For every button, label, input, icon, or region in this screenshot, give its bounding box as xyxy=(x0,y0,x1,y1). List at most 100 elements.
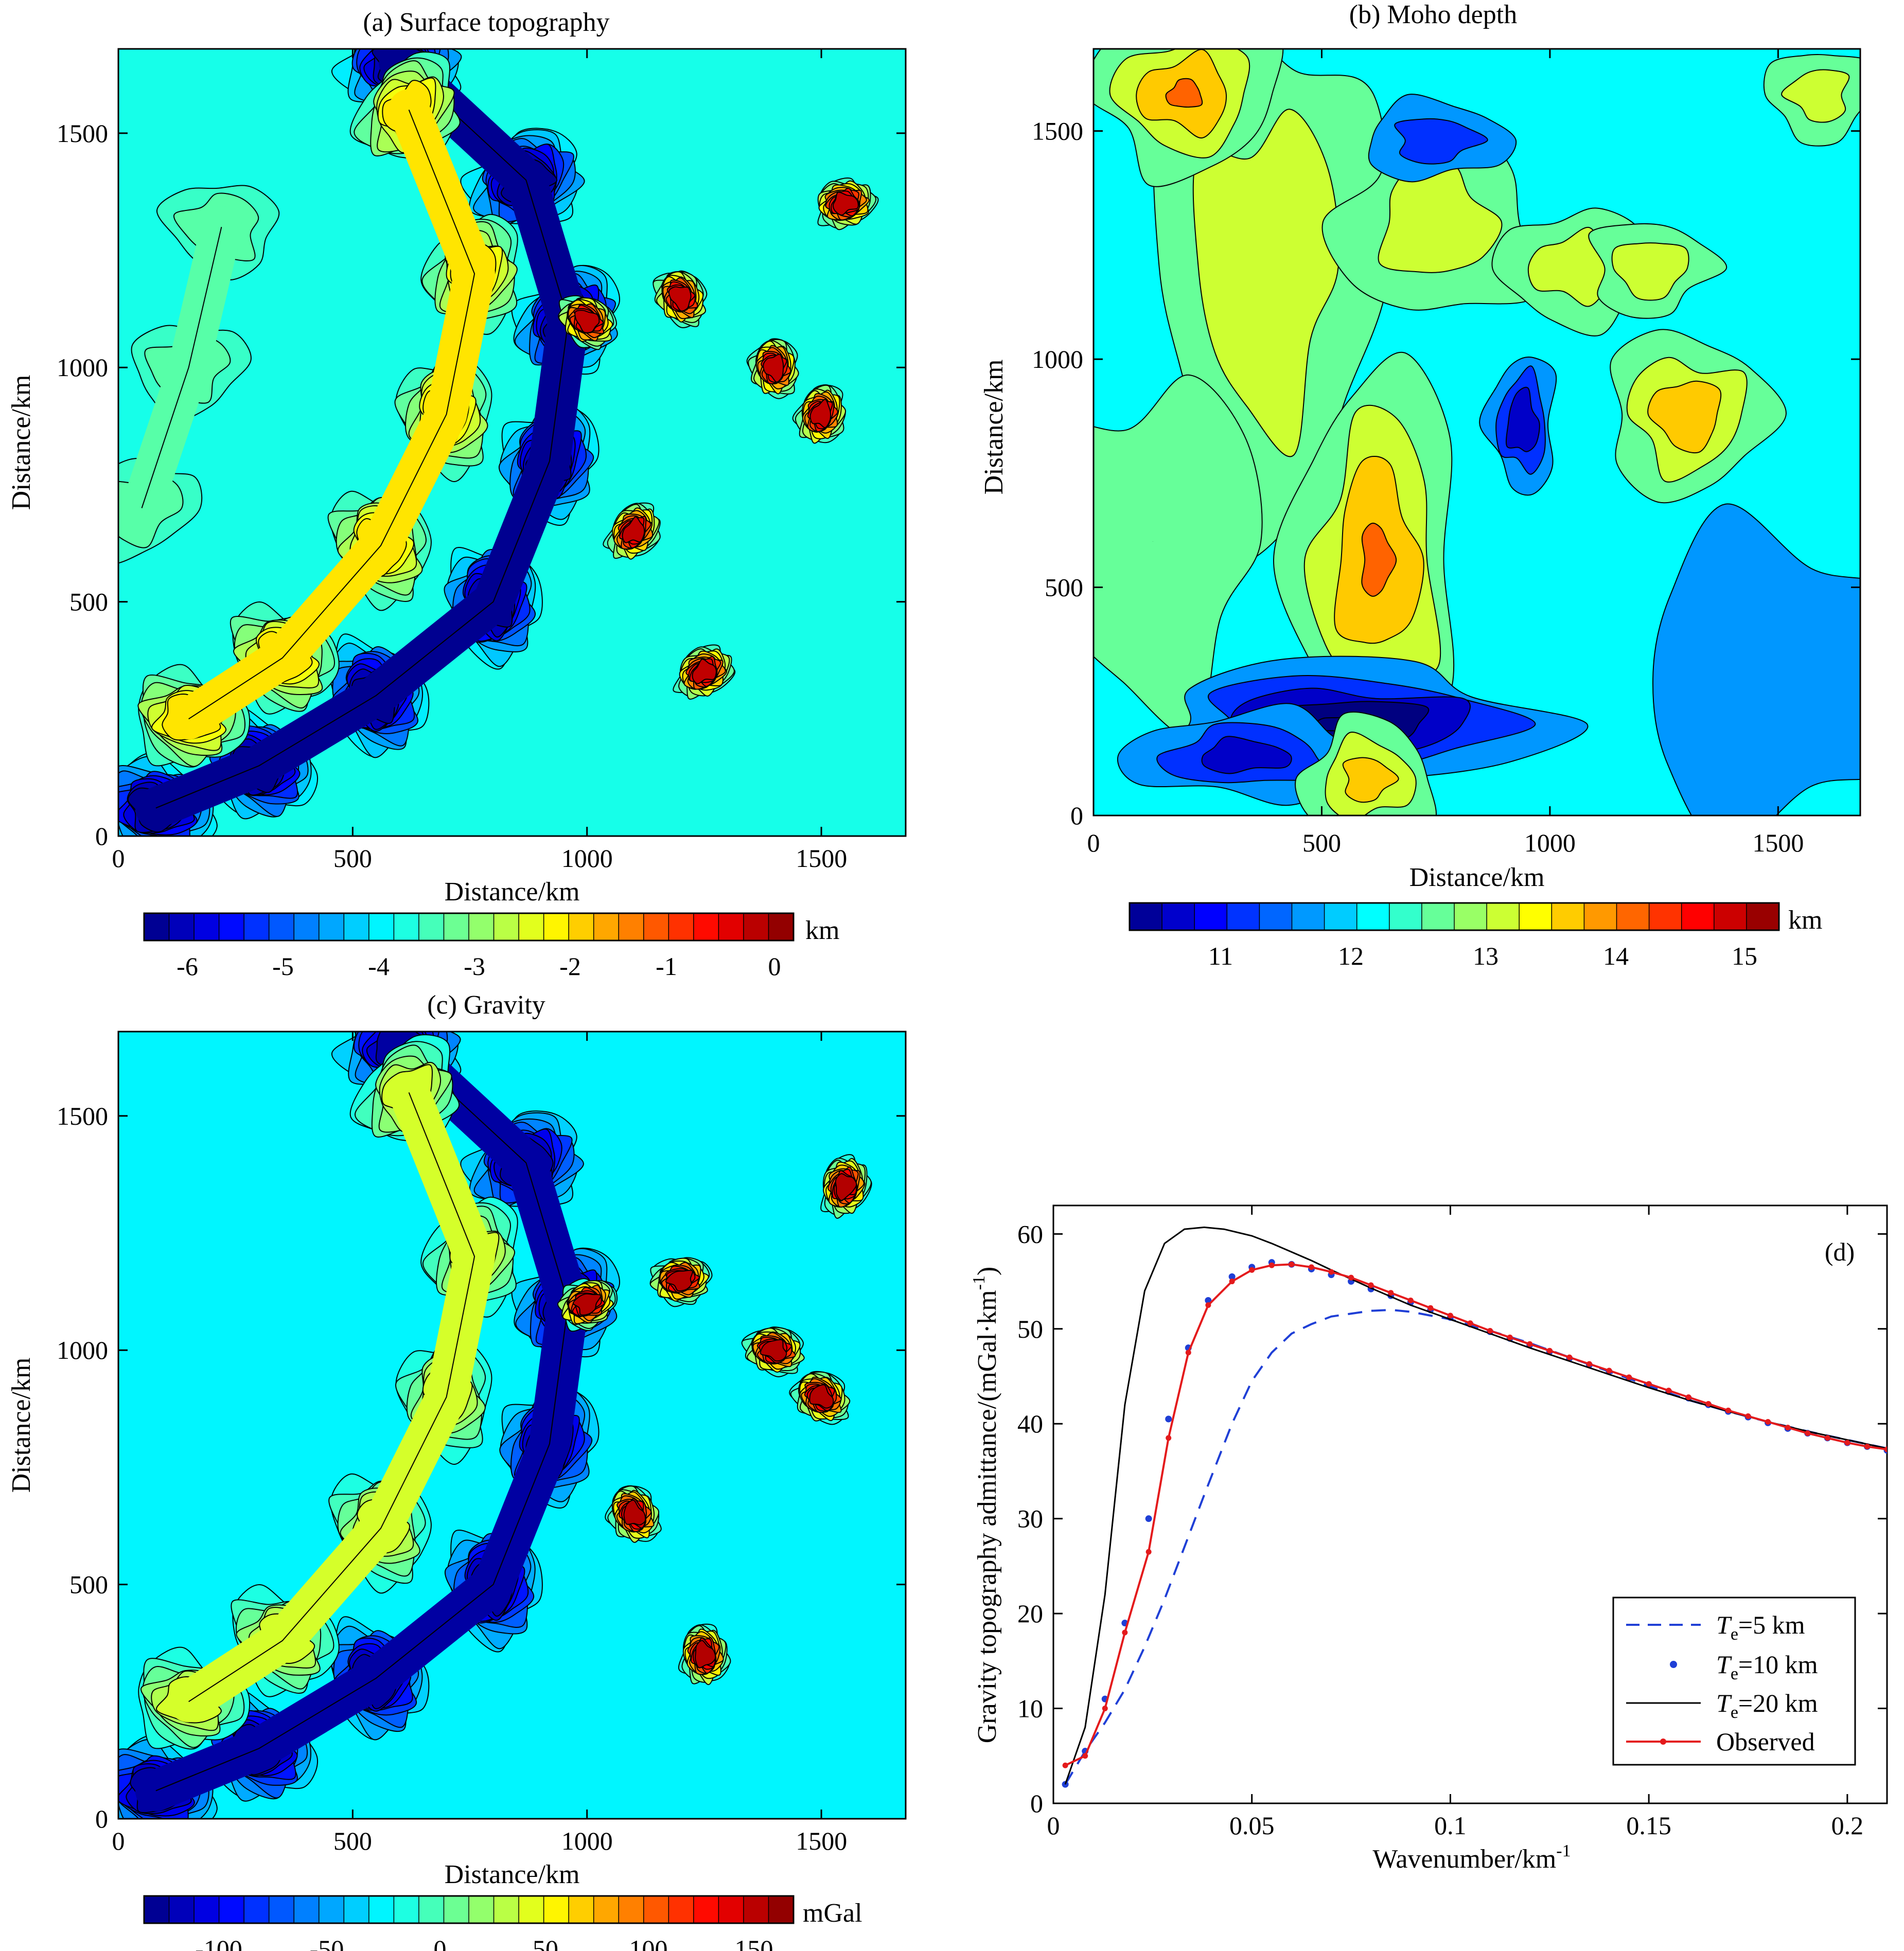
legend-swatch-te10 xyxy=(1670,1661,1677,1668)
series-observed-point xyxy=(1388,1290,1394,1296)
series-observed-point xyxy=(1805,1430,1811,1436)
panel-a-cbar-tick: 0 xyxy=(768,952,781,981)
series-observed-point xyxy=(1626,1374,1632,1380)
moho-contour xyxy=(1361,522,1397,597)
colorbar-segment xyxy=(344,913,369,941)
colorbar-segment xyxy=(244,913,270,941)
contour-seamounts xyxy=(809,1384,834,1409)
colorbar-segment xyxy=(469,1896,495,1923)
series-observed-point xyxy=(1725,1407,1731,1413)
colorbar-segment xyxy=(1616,903,1650,930)
panel-d-series xyxy=(1062,1226,1887,1788)
series-te-10-km-point xyxy=(1145,1515,1152,1522)
series-observed-point xyxy=(1447,1313,1453,1319)
colorbar-segment xyxy=(493,1896,519,1923)
colorbar-segment xyxy=(394,1896,419,1923)
panel-b-ylabel: Distance/km xyxy=(979,360,1009,495)
series-observed-point xyxy=(1467,1320,1473,1326)
panel-b-x-tick-labels: 0 500 1000 1500 xyxy=(1087,828,1804,857)
moho-contour xyxy=(1378,160,1503,273)
y-tick-label: 30 xyxy=(1017,1504,1043,1533)
series-observed-point xyxy=(1884,1446,1887,1452)
colorbar-segment xyxy=(444,1896,469,1923)
colorbar-segment xyxy=(269,1896,294,1923)
moho-contour xyxy=(1342,757,1399,803)
series-observed-point xyxy=(1705,1400,1712,1407)
panel-d-x-tick-labels: 0 0.05 0.1 0.15 0.2 xyxy=(1047,1811,1864,1840)
colorbar-segment xyxy=(1487,903,1520,930)
panel-a-topography: (a) Surface topography 0 500 1000 1500 0… xyxy=(7,8,907,981)
series-observed-point xyxy=(1122,1629,1128,1636)
colorbar-segment xyxy=(1552,903,1584,930)
contour-seamounts xyxy=(665,1270,693,1292)
panel-a-cbar-tick: -1 xyxy=(656,952,677,981)
moho-contour xyxy=(1611,242,1689,301)
panel-c-xtick-0: 0 xyxy=(112,1826,125,1855)
colorbar-segment xyxy=(619,913,644,941)
panel-b-cbar-tick: 12 xyxy=(1338,942,1364,970)
colorbar-segment xyxy=(1324,903,1358,930)
colorbar-segment xyxy=(1714,903,1747,930)
colorbar-segment xyxy=(768,913,794,941)
panel-a-ytick-500: 500 xyxy=(69,588,108,616)
panel-c-cbar-tick: 100 xyxy=(629,1935,668,1951)
panel-a-cbar-tick: -6 xyxy=(177,952,198,981)
panel-b-cbar-tick: 13 xyxy=(1473,942,1498,970)
panel-a-xtick-0: 0 xyxy=(112,844,125,873)
series-te-10-km-point xyxy=(1165,1415,1172,1423)
colorbar-segment xyxy=(368,913,394,941)
moho-contour xyxy=(1781,69,1850,123)
legend-label-te10: Te=10 km xyxy=(1716,1650,1818,1683)
panel-b-xtick-0: 0 xyxy=(1087,828,1100,857)
x-tick-label: 0.15 xyxy=(1626,1811,1671,1840)
panel-b-xtick-1000: 1000 xyxy=(1524,828,1576,857)
colorbar-segment xyxy=(693,1896,719,1923)
series-observed-point xyxy=(1328,1269,1334,1275)
series-observed-point xyxy=(1586,1361,1592,1367)
panel-c-xtick-500: 500 xyxy=(333,1826,372,1855)
series-observed-point xyxy=(1102,1706,1108,1712)
legend-label-te5: Te=5 km xyxy=(1716,1610,1805,1644)
colorbar-segment xyxy=(144,913,170,941)
panel-a-ytick-1500: 1500 xyxy=(57,119,108,148)
colorbar-segment xyxy=(169,1896,195,1923)
panel-c-xtick-1500: 1500 xyxy=(796,1826,847,1855)
panel-a-cbar-tick: -3 xyxy=(464,952,485,981)
panel-a-ylabel: Distance/km xyxy=(7,375,36,510)
colorbar-segment xyxy=(743,913,769,941)
colorbar-segment xyxy=(1649,903,1682,930)
panel-a-ytick-1000: 1000 xyxy=(57,353,108,382)
colorbar-segment xyxy=(169,913,195,941)
colorbar-segment xyxy=(1454,903,1487,930)
band-edge-trench xyxy=(155,1045,569,1792)
colorbar-segment xyxy=(219,913,244,941)
series-observed-line xyxy=(1065,1263,1887,1767)
panel-c-ticks xyxy=(117,1032,906,1820)
series-observed-point xyxy=(1507,1334,1513,1340)
colorbar-segment xyxy=(643,1896,669,1923)
colorbar-segment xyxy=(718,913,744,941)
colorbar-segment xyxy=(194,913,220,941)
panel-c-axes-frame xyxy=(117,1031,907,1820)
moho-contour xyxy=(1192,109,1339,457)
colorbar-segment xyxy=(569,1896,594,1923)
panel-a-x-tick-labels: 0 500 1000 1500 xyxy=(112,844,848,873)
panel-c-ytick-0: 0 xyxy=(95,1804,108,1833)
legend-swatch-observed-dot xyxy=(1660,1739,1666,1745)
colorbar-segment xyxy=(668,1896,694,1923)
panel-a-colorbar xyxy=(143,912,795,942)
contour-seamounts xyxy=(574,310,600,333)
colorbar-segment xyxy=(1162,903,1195,930)
colorbar-segment xyxy=(569,913,594,941)
colorbar-segment xyxy=(1292,903,1325,930)
colorbar-segment xyxy=(444,913,469,941)
colorbar-segment xyxy=(294,1896,320,1923)
band-edge-ridge xyxy=(188,110,475,720)
contour-seamounts xyxy=(809,399,832,429)
colorbar-frame xyxy=(143,912,795,942)
y-tick-label: 10 xyxy=(1017,1694,1043,1723)
panel-d-ylabel: Gravity topography admittance/(mGal·km-1… xyxy=(969,1267,1002,1744)
panel-b-moho: (b) Moho depth 0 500 1000 1500 0 500 100… xyxy=(979,0,1861,970)
panel-c-xtick-1000: 1000 xyxy=(561,1826,613,1855)
